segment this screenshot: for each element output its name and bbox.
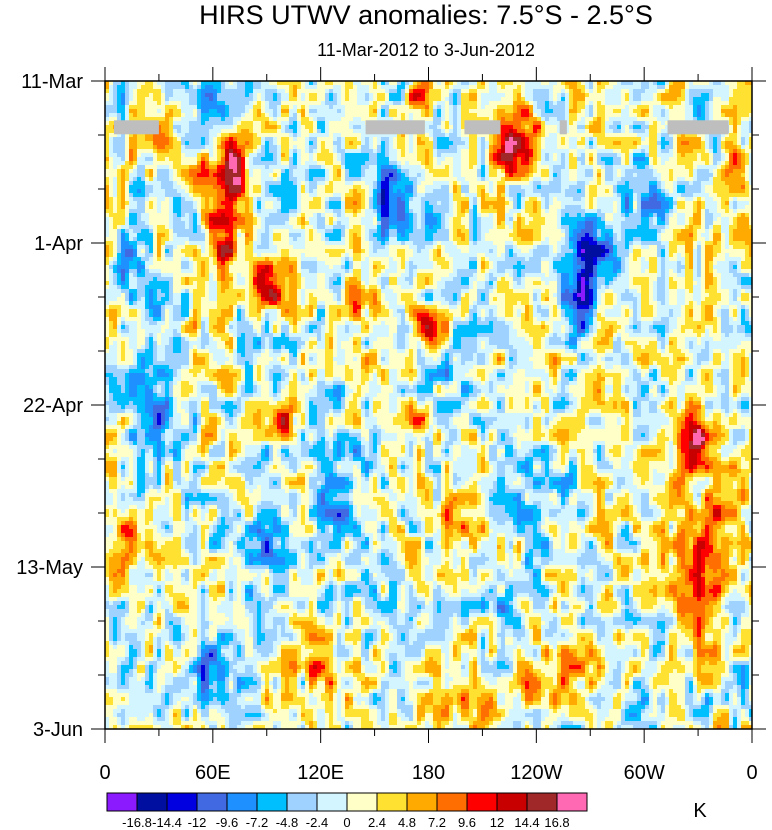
colorbar-label: -7.2 bbox=[246, 815, 268, 830]
colorbar-swatch bbox=[136, 792, 168, 812]
colorbar-swatch bbox=[436, 792, 468, 812]
colorbar-label: 9.6 bbox=[458, 815, 476, 830]
colorbar-label: -16.8 bbox=[122, 815, 152, 830]
y-tick-label: 1-Apr bbox=[34, 233, 83, 255]
colorbar-swatch bbox=[196, 792, 228, 812]
x-tick-label: 60E bbox=[195, 762, 231, 784]
colorbar-unit-label: K bbox=[693, 800, 707, 822]
anomaly-field bbox=[105, 81, 753, 730]
colorbar-label: 7.2 bbox=[428, 815, 446, 830]
colorbar-swatch bbox=[226, 792, 258, 812]
x-tick-label: 120E bbox=[297, 762, 344, 784]
colorbar-swatch bbox=[556, 792, 588, 812]
missing-data-segment bbox=[365, 120, 425, 135]
x-tick-label: 60W bbox=[624, 762, 665, 784]
colorbar-label: -14.4 bbox=[152, 815, 182, 830]
colorbar-label: 2.4 bbox=[368, 815, 386, 830]
colorbar-swatch bbox=[166, 792, 198, 812]
y-tick-label: 13-May bbox=[16, 557, 83, 579]
x-axis: 0 60E 120E 180 120W 60W 0 bbox=[99, 67, 758, 784]
x-tick-label: 180 bbox=[412, 762, 445, 784]
missing-data-segment bbox=[464, 120, 501, 135]
colorbar: -16.8 -14.4 -12 -9.6 -7.2 -4.8 -2.4 0 2.4 4.8 7.2 9… bbox=[106, 792, 588, 830]
colorbar-label: -9.6 bbox=[216, 815, 238, 830]
y-tick-label: 11-Mar bbox=[21, 71, 83, 93]
x-tick-label: 0 bbox=[746, 762, 757, 784]
missing-data-layer bbox=[113, 120, 729, 135]
colorbar-swatch bbox=[286, 792, 318, 812]
colorbar-swatch bbox=[376, 792, 408, 812]
x-tick-label: 0 bbox=[99, 762, 110, 784]
colorbar-label: 16.8 bbox=[544, 815, 569, 830]
colorbar-swatch bbox=[496, 792, 528, 812]
y-axis: 11-Mar 1-Apr 22-Apr 13-May 3-Jun bbox=[16, 71, 766, 741]
colorbar-swatch bbox=[106, 792, 138, 812]
y-tick-label: 3-Jun bbox=[33, 719, 83, 741]
missing-data-segment bbox=[667, 120, 729, 135]
colorbar-swatch bbox=[406, 792, 438, 812]
colorbar-label: 12 bbox=[490, 815, 504, 830]
x-tick-label: 120W bbox=[510, 762, 562, 784]
colorbar-label: -2.4 bbox=[306, 815, 328, 830]
colorbar-swatch bbox=[466, 792, 498, 812]
colorbar-swatch bbox=[346, 792, 378, 812]
colorbar-swatch bbox=[526, 792, 558, 812]
y-tick-label: 22-Apr bbox=[23, 395, 83, 417]
colorbar-label: 14.4 bbox=[514, 815, 539, 830]
missing-data-segment bbox=[113, 120, 159, 135]
missing-data-segment bbox=[559, 120, 567, 135]
colorbar-swatch bbox=[316, 792, 348, 812]
colorbar-label: 4.8 bbox=[398, 815, 416, 830]
colorbar-swatch bbox=[256, 792, 288, 812]
colorbar-label: -4.8 bbox=[276, 815, 298, 830]
colorbar-label: 0 bbox=[343, 815, 350, 830]
chart-subtitle: 11-Mar-2012 to 3-Jun-2012 bbox=[0, 40, 772, 61]
colorbar-label: -12 bbox=[188, 815, 207, 830]
chart-title: HIRS UTWV anomalies: 7.5°S - 2.5°S bbox=[0, 0, 772, 31]
